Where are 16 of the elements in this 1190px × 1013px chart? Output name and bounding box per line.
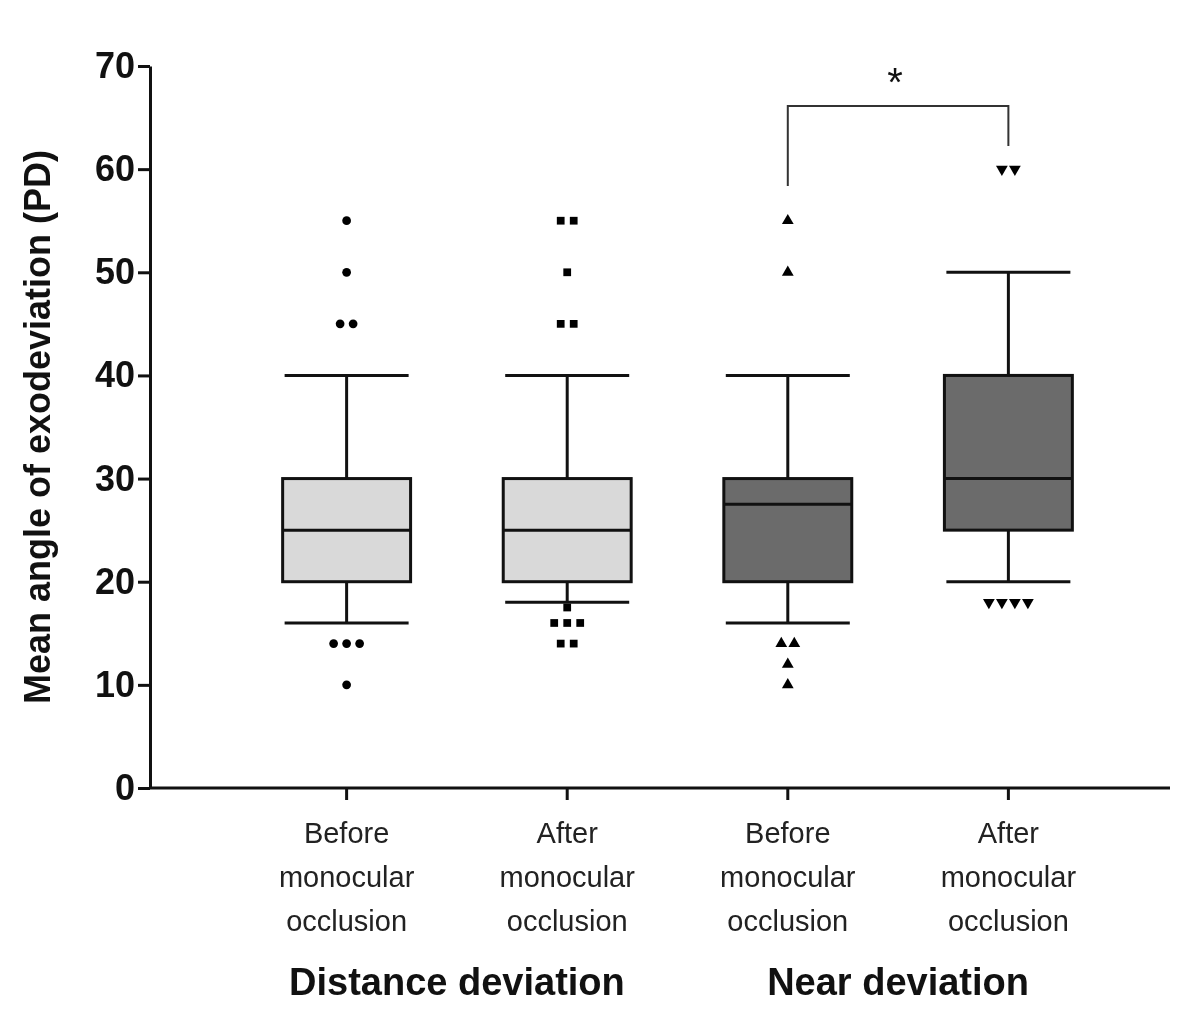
x-tick-label: Before monocular occlusion: [278, 817, 415, 937]
y-tick-label: 10: [94, 663, 135, 705]
x-tick-label: After monocular occlusion: [499, 817, 636, 937]
y-tick-label: 70: [94, 45, 135, 87]
y-tick-label: 50: [94, 251, 135, 293]
x-tick-label: After monocular occlusion: [940, 817, 1077, 937]
y-tick-label: 0: [114, 767, 135, 809]
y-tick-label: 20: [94, 560, 135, 602]
text: Near deviation: [767, 961, 1030, 1003]
x-tick-label: Before monocular occlusion: [720, 817, 856, 937]
y-tick-label: 30: [94, 457, 135, 499]
y-tick-label: 40: [94, 354, 135, 396]
annotation: *: [887, 60, 903, 104]
y-tick-label: 60: [94, 148, 135, 190]
y-axis-title: Mean angle of exodeviation (PD): [17, 149, 58, 705]
text: Distance deviation: [289, 961, 625, 1003]
